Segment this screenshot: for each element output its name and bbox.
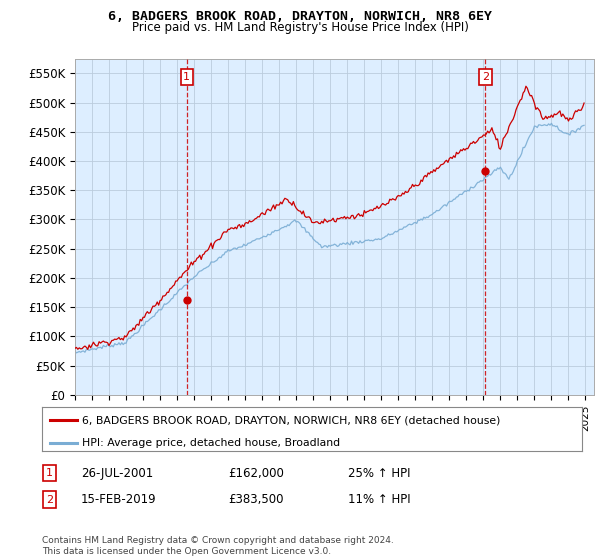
Text: 6, BADGERS BROOK ROAD, DRAYTON, NORWICH, NR8 6EY: 6, BADGERS BROOK ROAD, DRAYTON, NORWICH,…: [108, 10, 492, 23]
Text: Price paid vs. HM Land Registry's House Price Index (HPI): Price paid vs. HM Land Registry's House …: [131, 21, 469, 34]
Text: £162,000: £162,000: [228, 466, 284, 480]
Text: 2: 2: [46, 494, 53, 505]
Text: 1: 1: [183, 72, 190, 82]
Text: 26-JUL-2001: 26-JUL-2001: [81, 466, 153, 480]
Text: 25% ↑ HPI: 25% ↑ HPI: [348, 466, 410, 480]
Text: £383,500: £383,500: [228, 493, 284, 506]
Text: HPI: Average price, detached house, Broadland: HPI: Average price, detached house, Broa…: [83, 438, 341, 448]
Text: 1: 1: [46, 468, 53, 478]
Text: Contains HM Land Registry data © Crown copyright and database right 2024.
This d: Contains HM Land Registry data © Crown c…: [42, 536, 394, 556]
Text: 6, BADGERS BROOK ROAD, DRAYTON, NORWICH, NR8 6EY (detached house): 6, BADGERS BROOK ROAD, DRAYTON, NORWICH,…: [83, 415, 501, 425]
Text: 15-FEB-2019: 15-FEB-2019: [81, 493, 157, 506]
Text: 11% ↑ HPI: 11% ↑ HPI: [348, 493, 410, 506]
Text: 2: 2: [482, 72, 489, 82]
